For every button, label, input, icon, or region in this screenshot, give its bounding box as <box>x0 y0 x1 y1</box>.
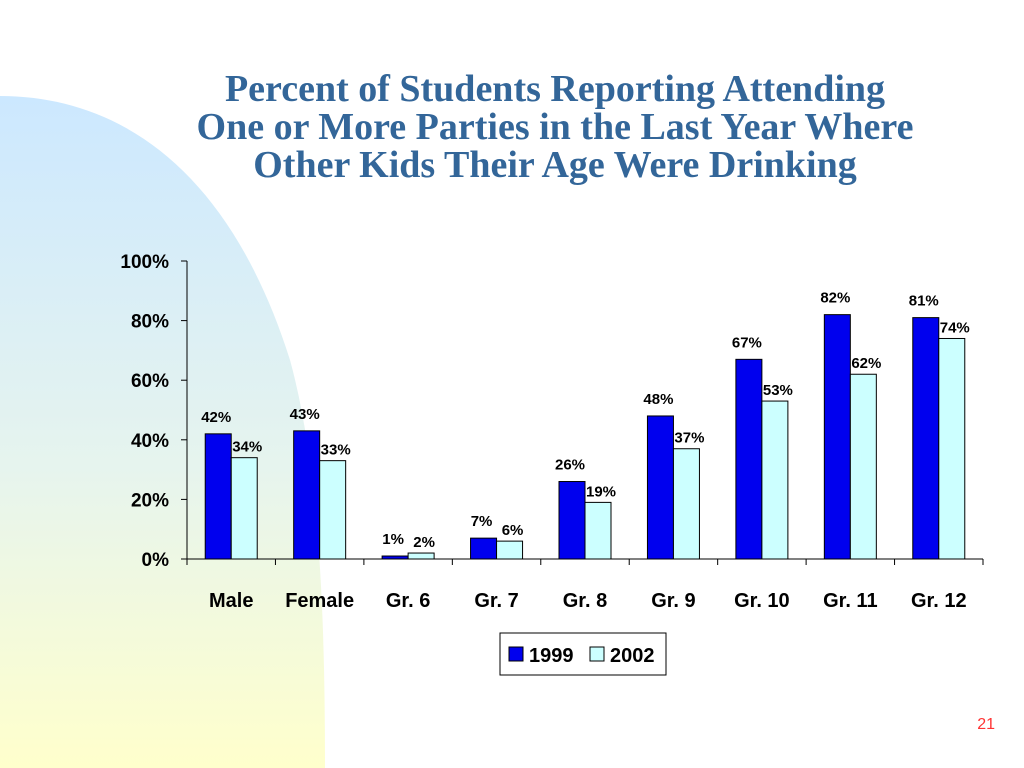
x-tick-label: Gr. 11 <box>823 590 878 612</box>
legend-box <box>499 632 667 676</box>
bar-1999 <box>735 358 763 560</box>
bar-1999 <box>381 555 409 560</box>
bar-2002 <box>938 337 966 560</box>
x-tick-label: Gr. 8 <box>563 590 607 612</box>
data-label-1999: 26% <box>555 457 585 474</box>
legend-swatch-1999 <box>508 646 524 662</box>
bar-2002 <box>407 552 435 560</box>
data-label-2002: 74% <box>940 319 970 336</box>
data-label-1999: 7% <box>471 513 493 530</box>
data-label-1999: 67% <box>732 334 762 351</box>
y-tick-label: 40% <box>131 431 169 452</box>
bar-1999 <box>646 415 674 560</box>
bar-2002 <box>849 373 877 560</box>
data-label-2002: 2% <box>413 534 435 551</box>
y-tick-label: 20% <box>131 490 169 511</box>
bar-1999 <box>558 481 586 560</box>
x-tick-label: Gr. 6 <box>386 590 430 612</box>
bar-1999 <box>823 314 851 560</box>
title-line-3: Other Kids Their Age Were Drinking <box>253 144 857 186</box>
legend-label-1999: 1999 <box>529 645 574 667</box>
y-tick-label: 60% <box>131 371 169 392</box>
page-number: 21 <box>977 716 995 733</box>
data-label-2002: 6% <box>502 522 524 539</box>
bar-2002 <box>496 540 524 560</box>
data-label-2002: 34% <box>232 439 262 456</box>
y-tick-label: 0% <box>142 550 170 571</box>
x-tick-label: Gr. 10 <box>734 590 790 612</box>
data-label-1999: 81% <box>909 293 939 310</box>
bar-1999 <box>293 430 321 560</box>
title-line-2: One or More Parties in the Last Year Whe… <box>196 106 914 148</box>
x-tick-label: Gr. 9 <box>651 590 695 612</box>
data-label-2002: 62% <box>851 355 881 372</box>
bar-2002 <box>761 400 789 560</box>
legend-swatch-2002 <box>589 646 605 662</box>
data-label-1999: 42% <box>201 409 231 426</box>
bar-1999 <box>470 537 498 560</box>
bar-1999 <box>912 317 940 560</box>
x-tick-label: Female <box>285 590 354 612</box>
bar-2002 <box>672 448 700 560</box>
legend-label-2002: 2002 <box>610 645 655 667</box>
data-label-2002: 53% <box>763 382 793 399</box>
y-tick-label: 80% <box>131 312 169 333</box>
bar-1999 <box>204 433 232 560</box>
bar-2002 <box>230 457 258 560</box>
data-label-1999: 43% <box>290 406 320 423</box>
bar-2002 <box>584 501 612 560</box>
data-label-1999: 82% <box>820 290 850 307</box>
y-tick-label: 100% <box>120 252 169 273</box>
data-label-1999: 48% <box>643 391 673 408</box>
data-label-2002: 37% <box>674 430 704 447</box>
x-tick-label: Male <box>209 590 253 612</box>
slide-title: Percent of Students Reporting Attending … <box>90 70 1020 184</box>
data-label-2002: 19% <box>586 483 616 500</box>
data-label-2002: 33% <box>321 442 351 459</box>
title-line-1: Percent of Students Reporting Attending <box>224 68 886 110</box>
bar-2002 <box>319 460 347 560</box>
x-tick-label: Gr. 12 <box>911 590 967 612</box>
x-tick-label: Gr. 7 <box>474 590 518 612</box>
data-label-1999: 1% <box>382 531 404 548</box>
